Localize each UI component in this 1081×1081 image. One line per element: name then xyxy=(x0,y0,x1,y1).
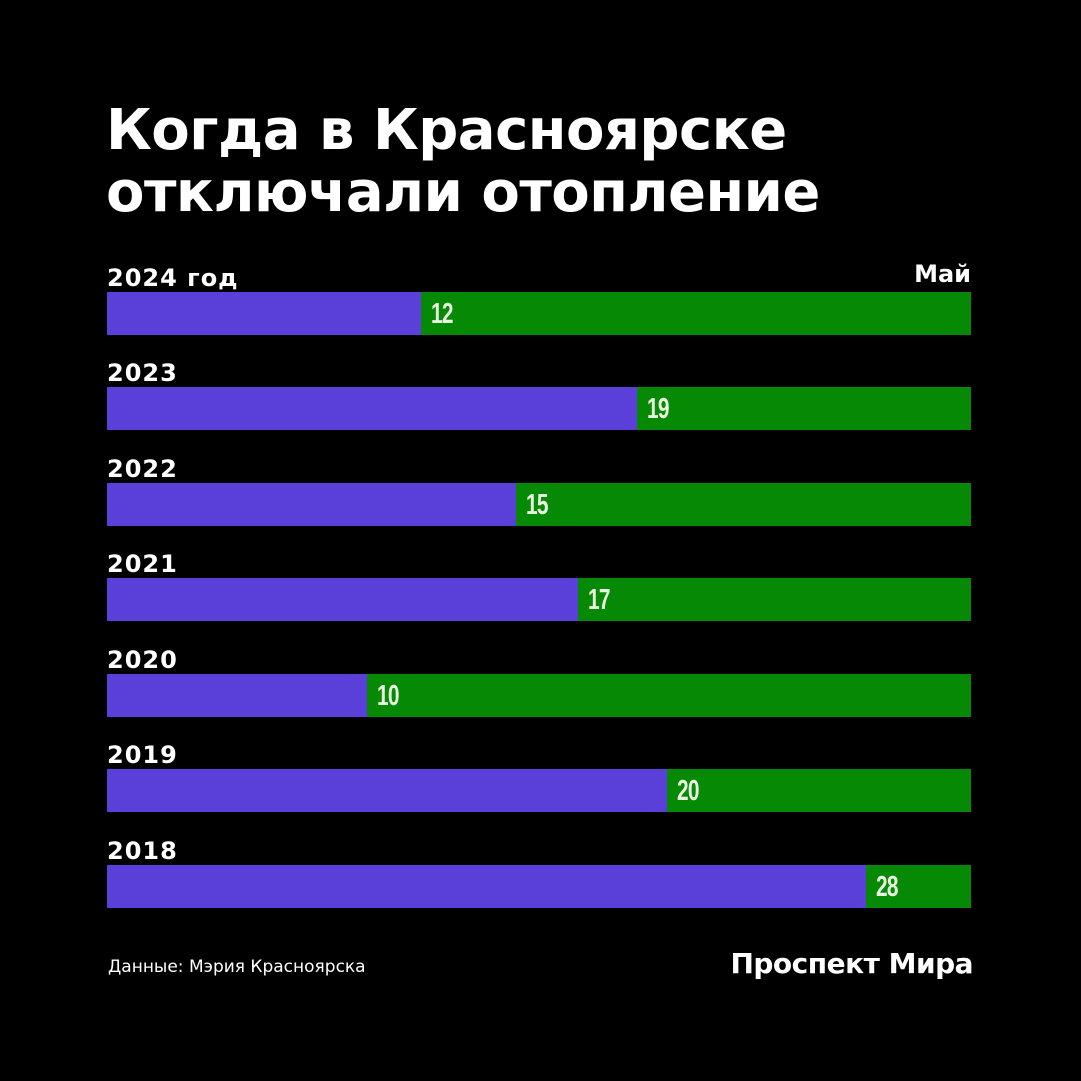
year-label: 2023 xyxy=(107,359,178,387)
month-label: Май xyxy=(914,260,971,288)
bar-track: 17 xyxy=(107,578,971,621)
chart-row: 2023 19 xyxy=(107,358,971,433)
chart-title: Когда в Красноярске отключали отопление xyxy=(106,100,1006,224)
year-label: 2021 xyxy=(107,550,178,578)
bar-value: 12 xyxy=(431,298,454,330)
year-label: 2022 xyxy=(107,455,178,483)
chart-row: 2022 15 xyxy=(107,454,971,529)
year-label: 2019 xyxy=(107,741,178,769)
bar-track: 10 xyxy=(107,674,971,717)
chart-row: 2019 20 xyxy=(107,740,971,815)
bar-track: 19 xyxy=(107,387,971,430)
brand-logo-text: Проспект Мира xyxy=(730,947,973,980)
bar-value: 15 xyxy=(526,489,549,521)
bar-fill xyxy=(107,865,866,908)
bar-fill xyxy=(107,387,637,430)
chart-row: 2021 17 xyxy=(107,549,971,624)
chart-row: 2018 28 xyxy=(107,836,971,911)
bar-value: 19 xyxy=(647,393,670,425)
title-line-2: отключали отопление xyxy=(106,160,820,225)
chart-row: 2020 10 xyxy=(107,645,971,720)
title-line-1: Когда в Красноярске xyxy=(106,98,787,163)
bar-fill xyxy=(107,769,667,812)
bar-value: 17 xyxy=(588,584,611,616)
year-label: 2018 xyxy=(107,837,178,865)
chart-row: 2024 год 12 xyxy=(107,263,971,338)
bar-track: 12 xyxy=(107,292,971,335)
bar-value: 20 xyxy=(677,775,700,807)
bar-fill xyxy=(107,292,421,335)
bar-fill xyxy=(107,483,516,526)
bar-fill xyxy=(107,578,578,621)
data-source-note: Данные: Мэрия Красноярска xyxy=(108,957,366,977)
bar-track: 20 xyxy=(107,769,971,812)
bar-track: 28 xyxy=(107,865,971,908)
year-label: 2020 xyxy=(107,646,178,674)
bar-value: 10 xyxy=(377,680,400,712)
bar-fill xyxy=(107,674,367,717)
bar-value: 28 xyxy=(876,871,899,903)
year-label: 2024 год xyxy=(107,264,239,292)
bar-track: 15 xyxy=(107,483,971,526)
